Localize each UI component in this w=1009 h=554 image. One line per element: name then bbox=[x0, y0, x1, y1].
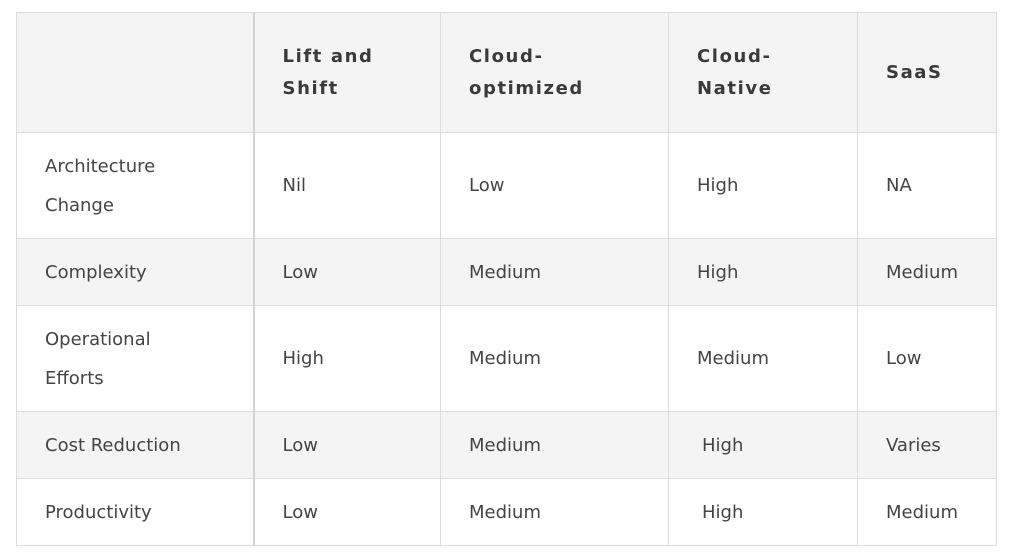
table-cell: High bbox=[668, 478, 858, 546]
row-label: Cost Reduction bbox=[16, 411, 255, 479]
table-cell: Low bbox=[253, 238, 441, 306]
table-row: Operational Efforts High Medium Medium L… bbox=[16, 305, 997, 412]
table-row: Architecture Change Nil Low High NA bbox=[16, 132, 997, 239]
header-cell-cloud-native: Cloud- Native bbox=[668, 12, 858, 133]
table-cell: Medium bbox=[857, 478, 997, 546]
table-cell: Medium bbox=[440, 238, 669, 306]
row-label-line: Change bbox=[45, 194, 114, 216]
table-row: Productivity Low Medium High Medium bbox=[16, 478, 997, 546]
table-cell: Medium bbox=[440, 305, 669, 412]
table-cell: Low bbox=[253, 411, 441, 479]
header-line: Shift bbox=[282, 77, 339, 99]
table-cell: Low bbox=[440, 132, 669, 239]
header-cell-lift-and-shift: Lift and Shift bbox=[253, 12, 441, 133]
header-cell-empty bbox=[16, 12, 255, 133]
table-row: Complexity Low Medium High Medium bbox=[16, 238, 997, 306]
row-label: Complexity bbox=[16, 238, 255, 306]
row-label-line: Productivity bbox=[45, 501, 152, 523]
table-cell: Varies bbox=[857, 411, 997, 479]
table-cell: NA bbox=[857, 132, 997, 239]
row-label-line: Operational bbox=[45, 328, 151, 350]
table-cell: Medium bbox=[440, 411, 669, 479]
header-line: SaaS bbox=[886, 61, 943, 83]
row-label: Productivity bbox=[16, 478, 255, 546]
row-label: Architecture Change bbox=[16, 132, 255, 239]
cloud-migration-comparison-table: Lift and Shift Cloud- optimized Cloud- N… bbox=[16, 12, 997, 546]
row-label-line: Cost Reduction bbox=[45, 434, 181, 456]
table-cell: High bbox=[668, 238, 858, 306]
table-cell: High bbox=[668, 132, 858, 239]
comparison-table-container: Lift and Shift Cloud- optimized Cloud- N… bbox=[16, 12, 997, 546]
table-cell: High bbox=[668, 411, 858, 479]
table-cell: Medium bbox=[668, 305, 858, 412]
header-line: optimized bbox=[469, 77, 584, 99]
header-cell-saas: SaaS bbox=[857, 12, 997, 133]
header-line: Native bbox=[697, 77, 773, 99]
table-cell: Medium bbox=[857, 238, 997, 306]
table-cell: Low bbox=[857, 305, 997, 412]
header-line: Lift and bbox=[282, 45, 374, 67]
table-row: Cost Reduction Low Medium High Varies bbox=[16, 411, 997, 479]
table-cell: Low bbox=[253, 478, 441, 546]
row-label-line: Complexity bbox=[45, 261, 147, 283]
row-label-line: Efforts bbox=[45, 367, 104, 389]
header-cell-cloud-optimized: Cloud- optimized bbox=[440, 12, 669, 133]
header-line: Cloud- bbox=[469, 45, 544, 67]
table-cell: Medium bbox=[440, 478, 669, 546]
table-cell: Nil bbox=[253, 132, 441, 239]
table-cell: High bbox=[253, 305, 441, 412]
table-header-row: Lift and Shift Cloud- optimized Cloud- N… bbox=[16, 12, 997, 133]
row-label: Operational Efforts bbox=[16, 305, 255, 412]
row-label-line: Architecture bbox=[45, 155, 156, 177]
header-line: Cloud- bbox=[697, 45, 772, 67]
